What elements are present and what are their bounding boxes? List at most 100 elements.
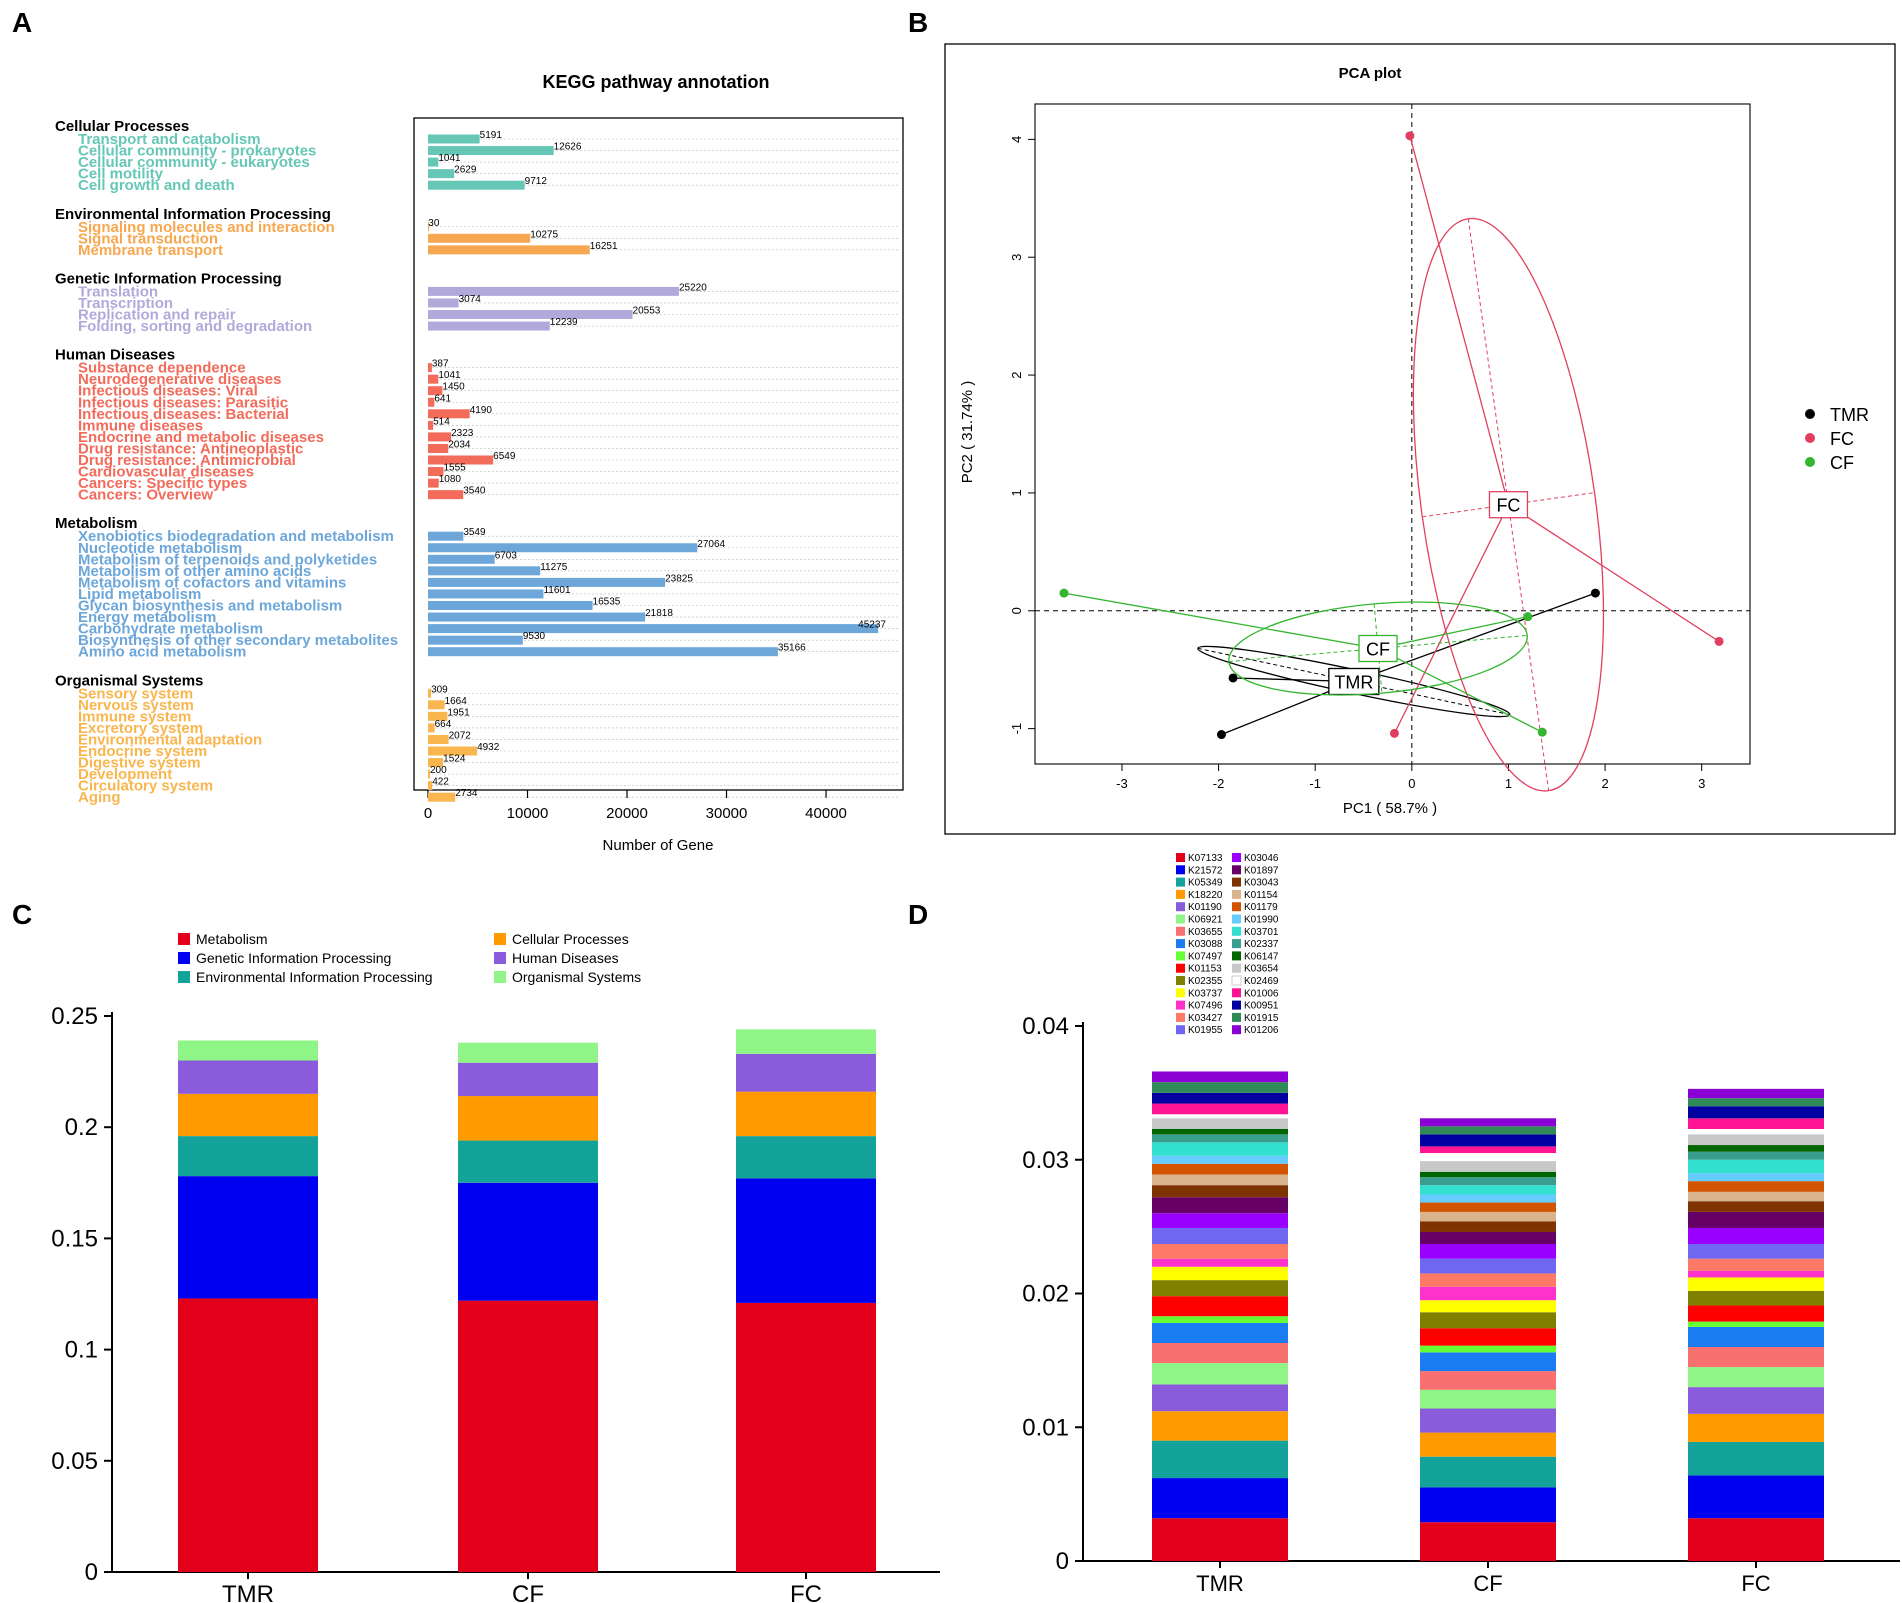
value-label-lipid-metabolism: 11601 xyxy=(543,585,571,596)
centroid-label-tmr: TMR xyxy=(1334,673,1373,693)
point-fc-1 xyxy=(1714,636,1724,646)
segment-c-environmental-information-processing-tmr xyxy=(178,1136,318,1177)
legend-marker-b-fc xyxy=(1805,433,1815,443)
category-label-organismal-systems: Organismal Systems xyxy=(55,672,203,689)
y-tick-label-b-4: 3 xyxy=(1009,254,1024,261)
segment-d-k01955-cf xyxy=(1420,1258,1556,1274)
segment-c-genetic-information-processing-cf xyxy=(458,1182,598,1301)
segment-d-k18220-cf xyxy=(1420,1432,1556,1457)
kegg-pathway-chart: KEGG pathway annotation Number of Gene 0… xyxy=(55,72,904,854)
segment-d-k02337-tmr xyxy=(1152,1134,1288,1143)
legend-label-b-tmr: TMR xyxy=(1830,405,1869,425)
legend-swatch-d-k01206 xyxy=(1232,1025,1241,1035)
value-label-digestive-system: 1524 xyxy=(443,754,466,765)
x-tick-label-b-3: 0 xyxy=(1408,776,1415,791)
bar-metabolism-of-terpenoids-and-polyketides xyxy=(428,554,495,564)
spoke-cf-2 xyxy=(1377,647,1543,733)
y-tick-label-b-1: 0 xyxy=(1009,607,1024,614)
chart-b-outer-frame xyxy=(944,43,1896,835)
value-label-environmental-adaptation: 2072 xyxy=(449,730,472,741)
segment-d-k05349-fc xyxy=(1688,1441,1824,1476)
spoke-fc-1 xyxy=(1508,504,1720,642)
x-tick-label-a-0: 0 xyxy=(424,805,432,822)
segment-d-k03654-cf xyxy=(1420,1161,1556,1172)
bar-immune-diseases xyxy=(428,420,434,430)
legend-marker-b-tmr xyxy=(1805,409,1815,419)
chart-b-plot-frame xyxy=(1034,103,1751,765)
segment-c-cellular-processes-tmr xyxy=(178,1093,318,1137)
segment-d-k01990-fc xyxy=(1688,1173,1824,1182)
row-label-substance-dependence: Substance dependence xyxy=(78,360,246,377)
legend-swatch-d-k01897 xyxy=(1232,865,1241,875)
legend-marker-b-cf xyxy=(1805,457,1815,467)
centroid-box-tmr xyxy=(1328,667,1380,696)
value-label-metabolism-of-terpenoids-and-polyketides: 6703 xyxy=(495,550,518,561)
segment-d-k07496-cf xyxy=(1420,1286,1556,1301)
segment-d-k03655-tmr xyxy=(1152,1342,1288,1364)
legend-swatch-c-cellular-processes xyxy=(494,933,506,945)
legend-swatch-d-k02337 xyxy=(1232,939,1241,949)
row-label-biosynthesis-of-other-secondary-metabolites: Biosynthesis of other secondary metaboli… xyxy=(78,632,398,649)
row-label-cell-growth-and-death: Cell growth and death xyxy=(78,177,235,194)
legend-swatch-d-k03655 xyxy=(1176,926,1185,936)
x-tick-label-a-2: 20000 xyxy=(606,805,648,822)
segment-d-k06921-tmr xyxy=(1152,1363,1288,1385)
row-label-nucleotide-metabolism: Nucleotide metabolism xyxy=(78,540,242,557)
legend-swatch-c-environmental-information-processing xyxy=(178,971,190,983)
y-tick-label-b-5: 4 xyxy=(1009,136,1024,143)
bar-translation xyxy=(428,286,679,296)
segment-d-k02337-cf xyxy=(1420,1177,1556,1186)
value-label-infectious-diseases-parasitic: 641 xyxy=(434,393,451,404)
pca-plot: PCA plot PC1 ( 58.7% ) PC2 ( 31.74% ) -3… xyxy=(944,43,1896,835)
bar-signaling-molecules-and-interaction xyxy=(428,222,429,232)
category-label-c-fc: FC xyxy=(790,1581,822,1603)
point-tmr-2 xyxy=(1590,588,1600,598)
segment-d-k01006-cf xyxy=(1420,1146,1556,1154)
segment-c-cellular-processes-fc xyxy=(736,1091,876,1137)
legend-swatch-d-k18220 xyxy=(1176,889,1185,899)
segment-d-k00951-cf xyxy=(1420,1134,1556,1147)
x-tick-label-a-4: 40000 xyxy=(805,805,847,822)
centroid-box-cf xyxy=(1358,634,1398,663)
legend-label-d-k03046: K03046 xyxy=(1244,853,1279,864)
legend-label-d-k03427: K03427 xyxy=(1188,1013,1223,1024)
value-label-metabolism-of-other-amino-acids: 11275 xyxy=(540,562,568,573)
bar-amino-acid-metabolism xyxy=(428,647,778,657)
row-label-drug-resistance-antimicrobial: Drug resistance: Antimicrobial xyxy=(78,452,296,469)
value-label-folding-sorting-and-degradation: 12239 xyxy=(550,317,578,328)
legend-label-d-k03655: K03655 xyxy=(1188,927,1223,938)
row-label-infectious-diseases-bacterial: Infectious diseases: Bacterial xyxy=(78,406,289,423)
chart-a-title: KEGG pathway annotation xyxy=(542,72,769,92)
spoke-fc-2 xyxy=(1393,504,1510,734)
value-label-metabolism-of-cofactors-and-vitamins: 23825 xyxy=(665,573,693,584)
segment-d-k01179-tmr xyxy=(1152,1163,1288,1175)
segment-d-k03046-tmr xyxy=(1152,1213,1288,1228)
segment-d-k01990-cf xyxy=(1420,1194,1556,1203)
y-tick-label-b-2: 1 xyxy=(1009,489,1024,496)
row-label-glycan-biosynthesis-and-metabolism: Glycan biosynthesis and metabolism xyxy=(78,598,342,615)
segment-d-k02355-cf xyxy=(1420,1312,1556,1329)
row-label-xenobiotics-biodegradation-and-metabolism: Xenobiotics biodegradation and metabolis… xyxy=(78,528,394,545)
segment-d-k07496-tmr xyxy=(1152,1258,1288,1267)
segment-c-environmental-information-processing-fc xyxy=(736,1136,876,1179)
segment-d-k07497-tmr xyxy=(1152,1316,1288,1323)
centroid-label-fc: FC xyxy=(1496,496,1520,516)
legend-label-d-k06147: K06147 xyxy=(1244,951,1279,962)
legend-label-d-k07133: K07133 xyxy=(1188,853,1223,864)
segment-d-k07133-tmr xyxy=(1152,1518,1288,1561)
value-label-xenobiotics-biodegradation-and-metabolism: 3549 xyxy=(463,527,486,538)
bar-development xyxy=(428,769,430,779)
segment-d-k01915-fc xyxy=(1688,1098,1824,1107)
legend-label-d-k03654: K03654 xyxy=(1244,964,1279,975)
legend-swatch-d-k02469 xyxy=(1231,975,1242,986)
y-tick-label-c-4: 0.2 xyxy=(65,1114,98,1141)
value-label-neurodegenerative-diseases: 1041 xyxy=(438,370,461,381)
bar-aging xyxy=(428,792,456,802)
segment-d-k01955-tmr xyxy=(1152,1227,1288,1245)
chart-a-xlabel: Number of Gene xyxy=(603,837,714,854)
spoke-cf-1 xyxy=(1377,616,1528,650)
segment-d-k00951-tmr xyxy=(1152,1092,1288,1104)
value-label-nucleotide-metabolism: 27064 xyxy=(697,539,725,550)
value-label-endocrine-and-metabolic-diseases: 2323 xyxy=(451,428,474,439)
row-label-neurodegenerative-diseases: Neurodegenerative diseases xyxy=(78,371,281,388)
